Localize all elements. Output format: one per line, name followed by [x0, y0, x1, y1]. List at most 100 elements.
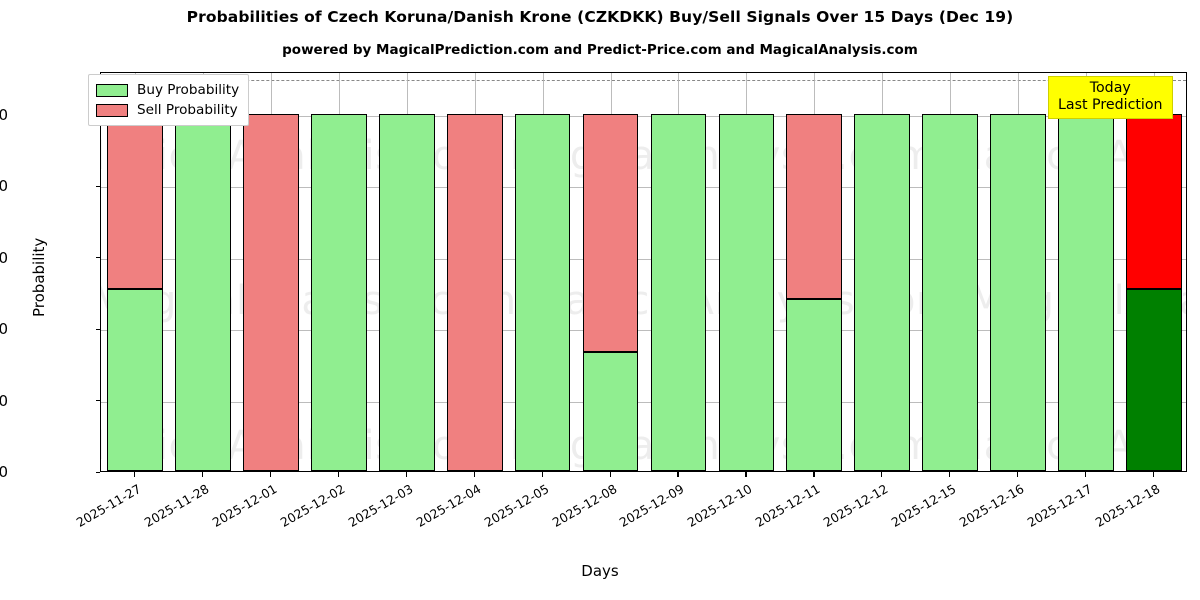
gridline-horizontal — [101, 187, 1186, 189]
bar-2025-12-08 — [582, 73, 639, 471]
bar-segment-sell — [107, 113, 163, 289]
chart-subtitle: powered by MagicalPrediction.com and Pre… — [282, 42, 918, 58]
x-tick-mark — [405, 472, 407, 477]
bar-2025-12-18 — [1126, 73, 1182, 471]
x-tick-mark — [337, 472, 339, 477]
x-tick-mark — [1085, 472, 1087, 477]
bar-segment-buy — [514, 113, 571, 471]
x-tick-mark — [881, 472, 883, 477]
bar-segment-buy — [854, 113, 911, 471]
y-tick-label: 100 — [0, 105, 8, 124]
x-tick-label: 2025-12-09 — [617, 481, 687, 530]
x-tick-label: 2025-12-15 — [888, 481, 959, 530]
x-axis-label: Days — [581, 562, 619, 580]
bar-segment-buy — [922, 113, 979, 471]
x-tick-label: 2025-12-02 — [277, 481, 348, 530]
x-tick-mark — [609, 472, 611, 477]
y-tick-label: 40 — [0, 320, 8, 339]
bar-segment-sell — [786, 113, 843, 299]
bar-2025-12-17 — [1058, 73, 1114, 471]
bar-segment-buy — [650, 113, 707, 471]
gridline-horizontal — [101, 115, 1186, 117]
bar-2025-12-09 — [650, 73, 707, 471]
bar-segment-buy — [175, 113, 231, 471]
x-tick-label: 2025-11-28 — [141, 481, 212, 530]
bar-2025-12-15 — [922, 73, 979, 471]
x-tick-mark — [269, 472, 272, 477]
bar-2025-12-04 — [446, 73, 503, 471]
chart-legend: Buy Probability Sell Probability — [88, 74, 250, 126]
x-tick-mark — [813, 472, 815, 477]
x-tick-mark — [541, 472, 543, 477]
x-tick-label: 2025-12-12 — [820, 481, 891, 530]
bar-segment-buy — [786, 298, 843, 471]
y-tick-label: 0 — [0, 463, 8, 481]
legend-item-buy: Buy Probability — [96, 80, 239, 100]
bar-segment-sell — [582, 113, 639, 353]
x-tick-label: 2025-12-10 — [685, 481, 755, 530]
x-tick-label: 2025-12-08 — [549, 481, 620, 530]
bar-segment-sell — [242, 113, 299, 471]
bar-2025-12-10 — [718, 73, 775, 471]
legend-label-buy: Buy Probability — [137, 82, 240, 98]
x-tick-mark — [1017, 472, 1019, 477]
y-tick-label: 20 — [0, 391, 8, 410]
plot-area: MagicalAnalysis.com MagicalAnalysis.com … — [100, 72, 1187, 472]
reference-dashed-line — [101, 80, 1186, 82]
y-axis-label: Probability — [30, 237, 48, 317]
x-tick-mark — [201, 472, 204, 477]
gridline-horizontal — [101, 401, 1186, 403]
x-tick-mark — [473, 472, 475, 477]
x-tick-mark — [745, 472, 747, 477]
today-annotation-line1: Today — [1089, 80, 1131, 96]
x-tick-mark — [1153, 472, 1155, 477]
x-tick-label: 2025-12-04 — [413, 481, 484, 530]
bar-2025-11-27 — [107, 73, 163, 471]
y-tick-mark — [96, 471, 100, 473]
x-tick-mark — [949, 472, 951, 477]
y-tick-label: 60 — [0, 248, 8, 267]
bar-segment-buy — [310, 113, 367, 471]
y-tick-mark — [96, 400, 100, 402]
y-tick-mark — [96, 328, 100, 330]
bar-segment-buy — [107, 288, 163, 471]
bar-segment-buy — [378, 113, 435, 471]
bar-2025-12-05 — [514, 73, 571, 471]
bar-segment-sell — [446, 113, 503, 471]
legend-item-sell: Sell Probability — [96, 100, 239, 120]
legend-swatch-buy — [96, 83, 128, 97]
bar-2025-11-28 — [175, 73, 231, 471]
x-tick-label: 2025-12-17 — [1024, 481, 1095, 530]
bar-2025-12-02 — [310, 73, 367, 471]
gridline-horizontal — [101, 330, 1186, 332]
x-tick-label: 2025-12-11 — [752, 481, 823, 530]
bar-segment-buy — [582, 352, 639, 471]
legend-label-sell: Sell Probability — [137, 102, 238, 118]
x-tick-label: 2025-12-18 — [1092, 481, 1163, 530]
y-tick-mark — [96, 257, 100, 259]
x-tick-label: 2025-11-27 — [73, 481, 144, 530]
bar-segment-sell — [1126, 113, 1182, 289]
bar-2025-12-12 — [854, 73, 911, 471]
x-tick-label: 2025-12-01 — [209, 481, 280, 530]
today-annotation-line2: Last Prediction — [1058, 96, 1163, 113]
gridline-horizontal — [101, 258, 1186, 260]
x-tick-label: 2025-12-05 — [481, 481, 552, 530]
x-tick-label: 2025-12-03 — [345, 481, 416, 530]
legend-swatch-sell — [96, 103, 128, 117]
bar-segment-buy — [718, 113, 775, 471]
bar-segment-buy — [990, 113, 1046, 471]
bar-2025-12-01 — [242, 73, 299, 471]
y-tick-label: 80 — [0, 177, 8, 196]
bar-segment-buy — [1058, 113, 1114, 471]
today-annotation: Today Last Prediction — [1048, 76, 1173, 119]
bar-2025-12-11 — [786, 73, 843, 471]
x-tick-label: 2025-12-16 — [956, 481, 1027, 530]
bar-2025-12-03 — [378, 73, 435, 471]
page-title: Probabilities of Czech Koruna/Danish Kro… — [186, 8, 1014, 26]
bar-2025-12-16 — [990, 73, 1046, 471]
y-tick-mark — [96, 185, 100, 187]
x-tick-mark — [677, 472, 679, 477]
bar-segment-buy — [1126, 288, 1182, 471]
